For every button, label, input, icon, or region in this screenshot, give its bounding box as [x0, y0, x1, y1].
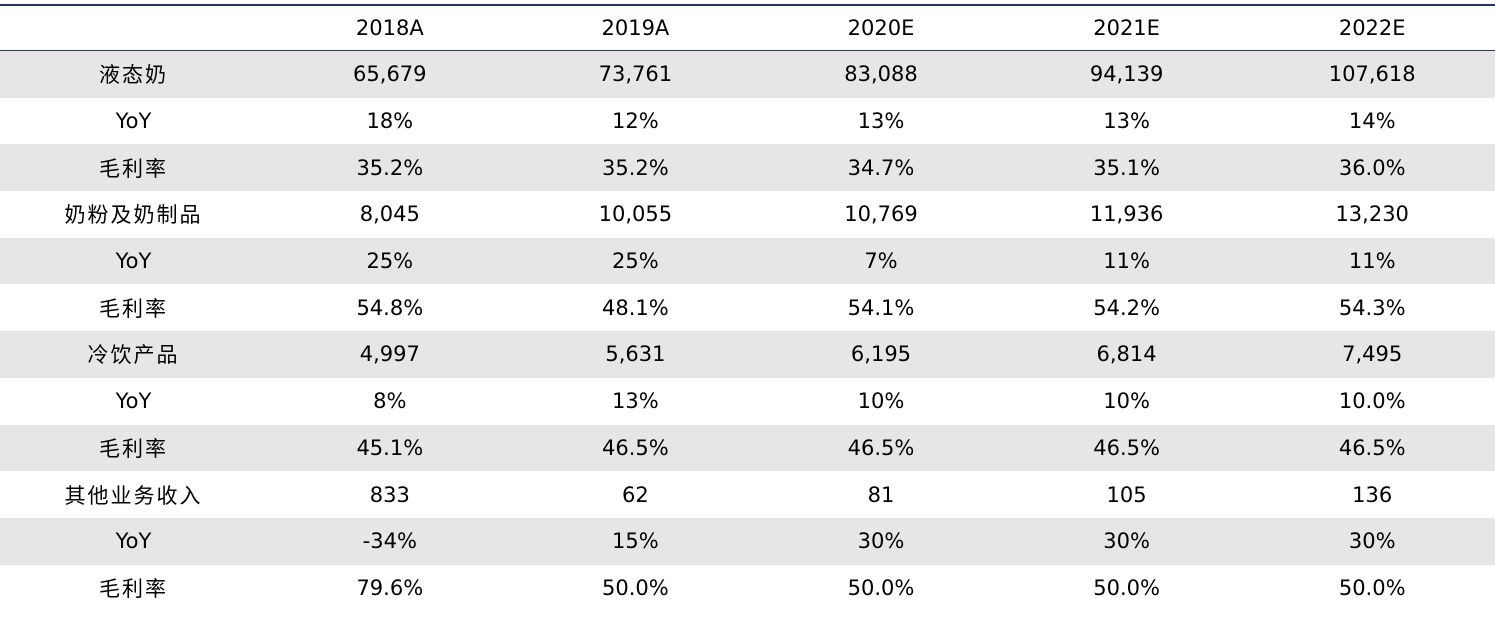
table-row: 毛利率 54.8% 48.1% 54.1% 54.2% 54.3%: [0, 284, 1495, 332]
table-cell: 11,936: [1003, 191, 1250, 238]
row-label: 奶粉及奶制品: [0, 191, 267, 238]
header-year-2021: 2021E: [1003, 6, 1250, 51]
row-label: 毛利率: [0, 284, 267, 332]
table-cell: 73,761: [512, 50, 759, 98]
table-cell: 45.1%: [267, 424, 513, 472]
table-cell: 50.0%: [1003, 564, 1250, 612]
table-cell: 54.8%: [267, 284, 513, 332]
table-cell: 11%: [1249, 237, 1495, 285]
table-cell: 35.1%: [1003, 144, 1250, 192]
row-label: 液态奶: [0, 50, 267, 98]
table-cell: 62: [512, 471, 759, 518]
row-label: 冷饮产品: [0, 331, 267, 378]
table-cell: 30%: [1003, 517, 1250, 565]
table-cell: 48.1%: [512, 284, 759, 332]
header-year-2018: 2018A: [267, 6, 513, 51]
table-cell: 8%: [267, 377, 513, 425]
table-cell: 12%: [512, 97, 759, 145]
table-cell: 25%: [267, 237, 513, 285]
row-label: 毛利率: [0, 424, 267, 472]
table-cell: 13,230: [1249, 191, 1495, 238]
table-cell: 136: [1249, 471, 1495, 518]
row-label: 毛利率: [0, 564, 267, 612]
table-row: YoY -34% 15% 30% 30% 30%: [0, 517, 1495, 565]
table-cell: 54.2%: [1003, 284, 1250, 332]
header-year-2020: 2020E: [758, 6, 1004, 51]
table-row: 液态奶 65,679 73,761 83,088 94,139 107,618: [0, 50, 1495, 98]
table-cell: -34%: [267, 517, 513, 565]
table-cell: 50.0%: [758, 564, 1004, 612]
header-top-rule: [0, 4, 1495, 6]
table-cell: 36.0%: [1249, 144, 1495, 192]
table-cell: 50.0%: [1249, 564, 1495, 612]
table-cell: 10,055: [512, 191, 759, 238]
table-cell: 11%: [1003, 237, 1250, 285]
header-row-label: [0, 6, 267, 51]
table-row: 毛利率 45.1% 46.5% 46.5% 46.5% 46.5%: [0, 424, 1495, 472]
table-cell: 46.5%: [758, 424, 1004, 472]
table-cell: 35.2%: [267, 144, 513, 192]
table-cell: 46.5%: [1003, 424, 1250, 472]
table-row: YoY 18% 12% 13% 13% 14%: [0, 97, 1495, 145]
table-cell: 8,045: [267, 191, 513, 238]
table-cell: 46.5%: [512, 424, 759, 472]
table-cell: 54.3%: [1249, 284, 1495, 332]
table-cell: 7,495: [1249, 331, 1495, 378]
row-label: YoY: [0, 237, 267, 285]
table-cell: 5,631: [512, 331, 759, 378]
table-cell: 105: [1003, 471, 1250, 518]
row-label: YoY: [0, 377, 267, 425]
table-cell: 94,139: [1003, 50, 1250, 98]
table-cell: 6,814: [1003, 331, 1250, 378]
table-row: 毛利率 79.6% 50.0% 50.0% 50.0% 50.0%: [0, 564, 1495, 612]
row-label: YoY: [0, 517, 267, 565]
header-row: 2018A 2019A 2020E 2021E 2022E: [0, 6, 1495, 51]
table-cell: 833: [267, 471, 513, 518]
table-cell: 30%: [758, 517, 1004, 565]
table-row: 毛利率 35.2% 35.2% 34.7% 35.1% 36.0%: [0, 144, 1495, 192]
table-row: 其他业务收入 833 62 81 105 136: [0, 471, 1495, 518]
table-cell: 4,997: [267, 331, 513, 378]
header-year-2019: 2019A: [512, 6, 759, 51]
table-cell: 25%: [512, 237, 759, 285]
table-cell: 83,088: [758, 50, 1004, 98]
table-cell: 6,195: [758, 331, 1004, 378]
table-cell: 35.2%: [512, 144, 759, 192]
table-cell: 13%: [1003, 97, 1250, 145]
table-row: 冷饮产品 4,997 5,631 6,195 6,814 7,495: [0, 331, 1495, 378]
table-cell: 107,618: [1249, 50, 1495, 98]
table-cell: 65,679: [267, 50, 513, 98]
table-cell: 14%: [1249, 97, 1495, 145]
table-cell: 10,769: [758, 191, 1004, 238]
table-cell: 10%: [1003, 377, 1250, 425]
table-cell: 54.1%: [758, 284, 1004, 332]
table-cell: 81: [758, 471, 1004, 518]
table-cell: 10%: [758, 377, 1004, 425]
table-cell: 13%: [512, 377, 759, 425]
table-cell: 15%: [512, 517, 759, 565]
table-cell: 7%: [758, 237, 1004, 285]
table-cell: 79.6%: [267, 564, 513, 612]
header-year-2022: 2022E: [1249, 6, 1495, 51]
row-label: 毛利率: [0, 144, 267, 192]
table-cell: 46.5%: [1249, 424, 1495, 472]
table-row: YoY 25% 25% 7% 11% 11%: [0, 237, 1495, 285]
table-body: 液态奶 65,679 73,761 83,088 94,139 107,618 YoY 18%…: [0, 50, 1495, 612]
table-cell: 30%: [1249, 517, 1495, 565]
table-cell: 18%: [267, 97, 513, 145]
revenue-forecast-table: 2018A 2019A 2020E 2021E 2022E 液态奶 65,679 7…: [0, 6, 1495, 612]
table-cell: 13%: [758, 97, 1004, 145]
table-row: 奶粉及奶制品 8,045 10,055 10,769 11,936 13,230: [0, 191, 1495, 238]
row-label: YoY: [0, 97, 267, 145]
row-label: 其他业务收入: [0, 471, 267, 518]
table-cell: 50.0%: [512, 564, 759, 612]
table-row: YoY 8% 13% 10% 10% 10.0%: [0, 377, 1495, 425]
table-cell: 10.0%: [1249, 377, 1495, 425]
table-cell: 34.7%: [758, 144, 1004, 192]
